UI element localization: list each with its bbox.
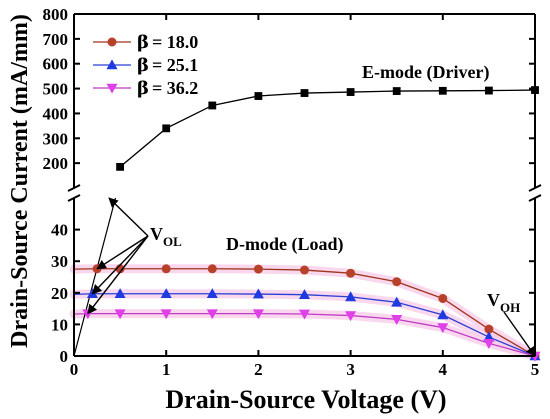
x-tick-label: 3 [346,360,355,379]
x-tick-label: 5 [531,360,540,379]
data-point [162,124,171,133]
y-tick-label: 300 [43,129,69,148]
annotation-arrows [87,197,536,357]
data-point [207,264,217,274]
series-glow-25-1 [69,289,540,361]
data-point [437,323,449,334]
dmode-label: D-mode (Load) [226,234,344,255]
data-point [392,87,401,95]
data-point [299,265,309,275]
vol-arrow [91,235,149,295]
data-point [206,309,218,320]
right-axis-break-mark [528,194,542,202]
data-point [345,291,357,302]
data-point [253,264,263,274]
data-point [252,288,264,299]
vol-arrow [108,197,149,237]
y-tick-label: 400 [43,104,69,123]
y-tick-label: 500 [43,80,69,99]
y-tick-label: 20 [51,284,68,303]
x-tick-label: 2 [254,360,263,379]
y-tick-label: 700 [43,30,69,49]
data-point [438,86,447,95]
y-axis-title: Drain-Source Current (mA/mm) [7,14,33,348]
data-point [484,86,493,95]
emode-lower-stub-line [73,197,117,357]
data-point [346,88,355,96]
y-axis-break-mark [67,184,81,192]
x-tick-label: 0 [70,360,79,379]
data-point [160,288,172,299]
legend-label: β = 25.1 [137,55,198,76]
data-point [300,89,309,97]
emode-label: E-mode (Driver) [362,62,489,83]
data-point [298,289,311,299]
data-point [391,315,403,325]
legend-label: β = 36.2 [137,78,198,99]
right-axis-break-mark [528,184,542,192]
data-point [208,101,217,110]
series-line-e-mode-driver [119,89,536,168]
data-point [160,309,172,320]
legend-marker [106,83,118,94]
data-point [391,296,403,307]
vol-label: VOL [150,224,182,249]
tick-labels: 0 1 2 3 4 5 200 300 400 500 600 700 800 0 10 20 30 40 [43,5,540,379]
legend-marker [107,37,117,47]
legend-label: β = 18.0 [137,32,198,53]
vol-arrow [96,235,149,270]
data-point [346,268,356,278]
x-tick-label: 1 [162,360,171,379]
legend-marker [106,59,118,70]
axes [67,13,542,357]
series-line-36-2 [73,313,536,357]
data-point [392,277,402,287]
y-tick-label: 200 [43,154,69,173]
data-point [206,288,218,299]
data-point [252,309,264,320]
data-point [161,264,171,274]
data-point [298,309,311,320]
data-point [114,288,126,299]
data-point [254,92,263,100]
data-point [438,293,448,303]
series-line-25-1 [73,293,536,357]
voh-label: VOH [487,290,520,315]
x-tick-label: 4 [439,360,448,379]
data-point [345,311,357,322]
y-tick-label: 600 [43,55,69,74]
data-point [114,309,126,320]
data-point [116,162,124,171]
y-tick-label: 0 [60,347,69,366]
x-axis-title: Drain-Source Voltage (V) [165,385,446,414]
y-tick-label: 40 [51,221,68,240]
vol-arrow [87,235,149,315]
data-point [437,309,449,320]
data-point [483,339,495,349]
voh-arrow [503,311,536,357]
y-tick-label: 10 [51,315,68,334]
y-axis-break-mark [67,194,81,202]
y-tick-label: 30 [51,252,68,271]
legend: β = 18.0β = 25.1β = 36.2 [93,32,198,99]
y-tick-label: 800 [43,5,69,24]
